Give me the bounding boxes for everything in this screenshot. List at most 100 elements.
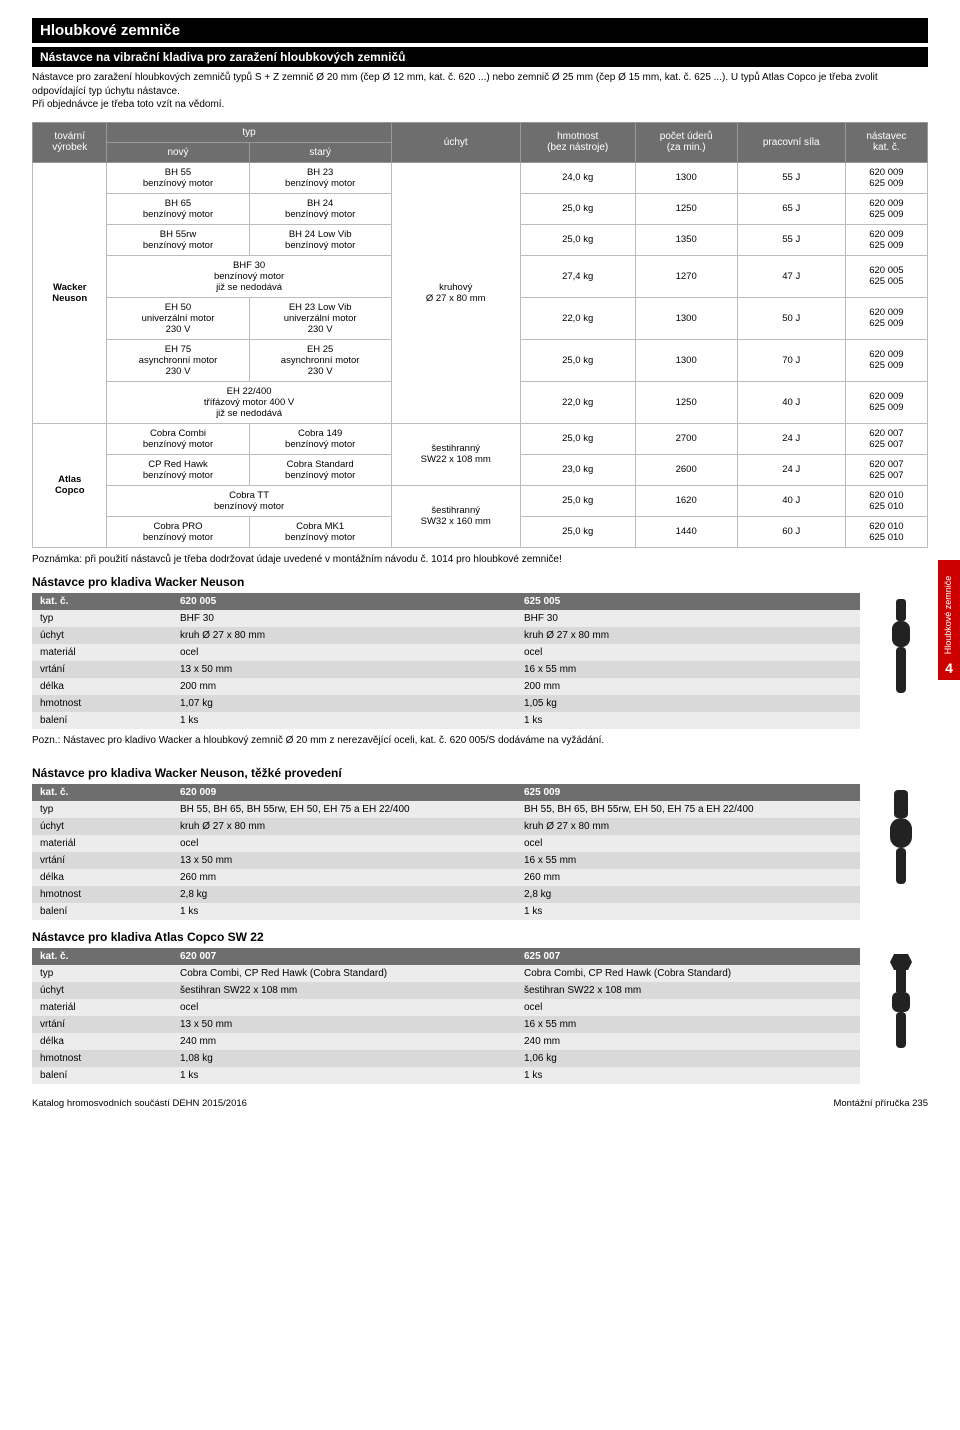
cell-novy: Cobra PRObenzínový motor <box>107 516 249 547</box>
spec-row: materiálocelocel <box>32 644 860 661</box>
spec-value: 620 007 <box>172 948 516 965</box>
cell-typ: BHF 30benzínový motorjiž se nedodává <box>107 255 391 297</box>
spec-value: 1 ks <box>516 903 860 920</box>
page-title: Hloubkové zemniče <box>32 18 928 43</box>
cell-novy: EH 50univerzální motor230 V <box>107 297 249 339</box>
spec-value: 1 ks <box>172 1067 516 1084</box>
spec-value: 1 ks <box>172 712 516 729</box>
cell-h: 25,0 kg <box>520 339 635 381</box>
cell-p: 24 J <box>737 454 845 485</box>
cell-k: 620 010625 010 <box>845 516 927 547</box>
spec-label: hmotnost <box>32 886 172 903</box>
spec-value: ocel <box>516 999 860 1016</box>
th-novy: nový <box>107 142 249 162</box>
spec-label: typ <box>32 610 172 627</box>
spec-label: materiál <box>32 835 172 852</box>
spec-value: 1,07 kg <box>172 695 516 712</box>
cell-uchyt: šestihrannýSW22 x 108 mm <box>391 423 520 485</box>
cell-p: 50 J <box>737 297 845 339</box>
cell-novy: BH 55rwbenzínový motor <box>107 224 249 255</box>
cell-k: 620 009625 009 <box>845 297 927 339</box>
cell-k: 620 009625 009 <box>845 162 927 193</box>
spec-value: 13 x 50 mm <box>172 852 516 869</box>
spec-row: délka240 mm240 mm <box>32 1033 860 1050</box>
spec-value: BH 55, BH 65, BH 55rw, EH 50, EH 75 a EH… <box>172 801 516 818</box>
spec-value: 16 x 55 mm <box>516 1016 860 1033</box>
spec-label: kat. č. <box>32 948 172 965</box>
cell-stary: BH 23benzínový motor <box>249 162 391 193</box>
spec-label: délka <box>32 869 172 886</box>
cell-k: 620 005625 005 <box>845 255 927 297</box>
cell-novy: CP Red Hawkbenzínový motor <box>107 454 249 485</box>
spec-section-title: Nástavce pro kladiva Wacker Neuson <box>32 575 928 589</box>
spec-value: 260 mm <box>172 869 516 886</box>
table-row: AtlasCopcoCobra Combibenzínový motorCobr… <box>33 423 928 454</box>
cell-p: 47 J <box>737 255 845 297</box>
section-title: Nástavce na vibrační kladiva pro zaražen… <box>32 47 928 67</box>
cell-k: 620 009625 009 <box>845 339 927 381</box>
cell-h: 25,0 kg <box>520 423 635 454</box>
cell-stary: Cobra MK1benzínový motor <box>249 516 391 547</box>
cell-stary: BH 24 Low Vibbenzínový motor <box>249 224 391 255</box>
spec-row: kat. č.620 005625 005 <box>32 593 860 610</box>
spec-row: balení1 ks1 ks <box>32 712 860 729</box>
spec-value: 16 x 55 mm <box>516 852 860 869</box>
cell-u: 1250 <box>635 381 737 423</box>
spec-value: 200 mm <box>516 678 860 695</box>
intro-text: Nástavce pro zaražení hloubkových zemnič… <box>32 71 928 112</box>
spec-value: kruh Ø 27 x 80 mm <box>172 627 516 644</box>
spec-row: vrtání13 x 50 mm16 x 55 mm <box>32 1016 860 1033</box>
spec-label: vrtání <box>32 1016 172 1033</box>
th-sila: pracovní síla <box>737 122 845 162</box>
spec-value: kruh Ø 27 x 80 mm <box>516 627 860 644</box>
spec-value: 240 mm <box>172 1033 516 1050</box>
cell-stary: Cobra Standardbenzínový motor <box>249 454 391 485</box>
cell-k: 620 007625 007 <box>845 454 927 485</box>
cell-u: 1300 <box>635 297 737 339</box>
side-tab-label: Hloubkové zemniče <box>943 565 953 665</box>
spec-row: úchytšestihran SW22 x 108 mmšestihran SW… <box>32 982 860 999</box>
spec-value: 1,05 kg <box>516 695 860 712</box>
spec-value: 1,08 kg <box>172 1050 516 1067</box>
cell-h: 25,0 kg <box>520 224 635 255</box>
spec-row: délka200 mm200 mm <box>32 678 860 695</box>
spec-value: BH 55, BH 65, BH 55rw, EH 50, EH 75 a EH… <box>516 801 860 818</box>
cell-p: 24 J <box>737 423 845 454</box>
side-tab-number: 4 <box>938 660 960 676</box>
spec-note: Pozn.: Nástavec pro kladivo Wacker a hlo… <box>32 735 860 746</box>
cell-h: 22,0 kg <box>520 297 635 339</box>
spec-label: délka <box>32 678 172 695</box>
cell-k: 620 007625 007 <box>845 423 927 454</box>
spec-value: Cobra Combi, CP Red Hawk (Cobra Standard… <box>516 965 860 982</box>
spec-value: 620 009 <box>172 784 516 801</box>
cell-p: 40 J <box>737 485 845 516</box>
spec-label: kat. č. <box>32 784 172 801</box>
spec-table: kat. č.620 005625 005typBHF 30BHF 30úchy… <box>32 593 860 729</box>
th-typ: typ <box>107 122 391 142</box>
spec-label: úchyt <box>32 818 172 835</box>
spec-row: délka260 mm260 mm <box>32 869 860 886</box>
cell-stary: EH 25asynchronní motor230 V <box>249 339 391 381</box>
footer-right: Montážní příručka 235 <box>833 1098 928 1109</box>
th-vyrobek: továrnívýrobek <box>33 122 107 162</box>
spec-value: 625 007 <box>516 948 860 965</box>
spec-value: ocel <box>516 835 860 852</box>
spec-value: ocel <box>172 644 516 661</box>
spec-value: 625 005 <box>516 593 860 610</box>
cell-k: 620 009625 009 <box>845 193 927 224</box>
cell-p: 60 J <box>737 516 845 547</box>
th-stary: starý <box>249 142 391 162</box>
spec-row: hmotnost2,8 kg2,8 kg <box>32 886 860 903</box>
spec-label: hmotnost <box>32 1050 172 1067</box>
spec-label: balení <box>32 903 172 920</box>
cell-stary: BH 24benzínový motor <box>249 193 391 224</box>
th-kat: nástaveckat. č. <box>845 122 927 162</box>
cell-u: 1440 <box>635 516 737 547</box>
spec-value: šestihran SW22 x 108 mm <box>516 982 860 999</box>
compatibility-table: továrnívýrobek typ úchyt hmotnost(bez ná… <box>32 122 928 548</box>
cell-p: 65 J <box>737 193 845 224</box>
spec-value: 13 x 50 mm <box>172 661 516 678</box>
cell-h: 24,0 kg <box>520 162 635 193</box>
cell-stary: Cobra 149benzínový motor <box>249 423 391 454</box>
spec-value: ocel <box>172 999 516 1016</box>
